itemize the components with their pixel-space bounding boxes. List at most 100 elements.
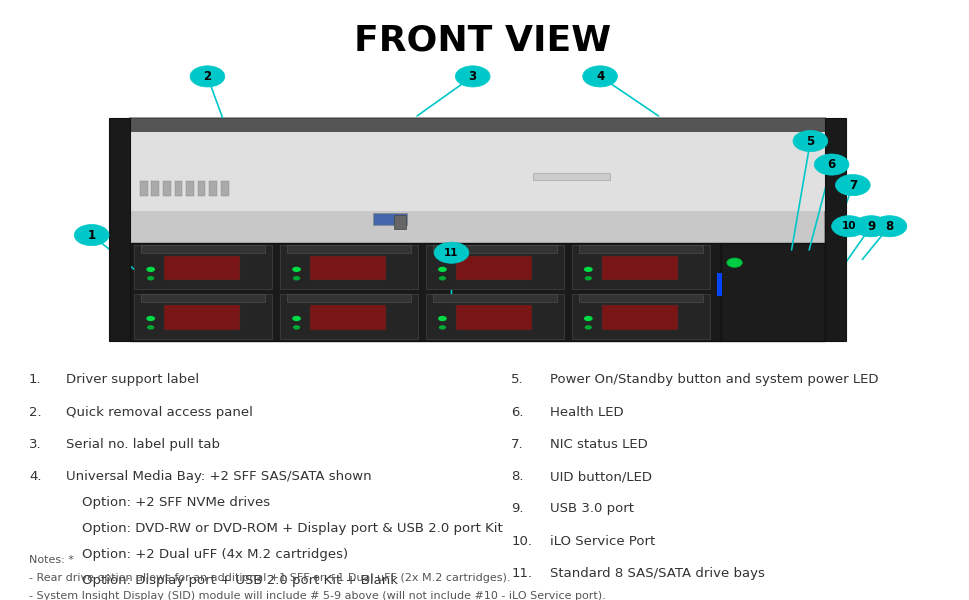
Text: - Rear drive option allows for an additional +1 SFF or +1 Dual uFF (2x M.2 cartr: - Rear drive option allows for an additi… (29, 573, 510, 583)
Text: Option: DVD-RW or DVD-ROM + Display port & USB 2.0 port Kit: Option: DVD-RW or DVD-ROM + Display port… (82, 522, 502, 535)
FancyBboxPatch shape (151, 181, 159, 196)
Text: Universal Media Bay: +2 SFF SAS/SATA shown: Universal Media Bay: +2 SFF SAS/SATA sho… (66, 470, 371, 483)
FancyBboxPatch shape (425, 294, 563, 338)
FancyBboxPatch shape (720, 242, 824, 341)
Text: 9: 9 (866, 220, 874, 233)
Text: UID button/LED: UID button/LED (549, 470, 651, 483)
Text: Driver support label: Driver support label (66, 373, 199, 386)
FancyBboxPatch shape (287, 294, 411, 302)
Text: USB 3.0 port: USB 3.0 port (549, 502, 634, 515)
Circle shape (726, 258, 741, 268)
FancyBboxPatch shape (533, 173, 610, 180)
Text: iLO Service Port: iLO Service Port (549, 535, 654, 548)
Text: Standard 8 SAS/SATA drive bays: Standard 8 SAS/SATA drive bays (549, 567, 764, 580)
Text: 3.: 3. (29, 438, 42, 451)
FancyBboxPatch shape (221, 181, 229, 196)
Circle shape (438, 267, 447, 272)
Text: Option: Display port + USB 2.0 port Kit + Blank: Option: Display port + USB 2.0 port Kit … (82, 574, 397, 587)
FancyBboxPatch shape (198, 181, 205, 196)
FancyBboxPatch shape (571, 245, 709, 289)
FancyBboxPatch shape (571, 294, 709, 338)
FancyBboxPatch shape (578, 294, 703, 302)
Text: 10: 10 (841, 221, 856, 231)
Circle shape (583, 267, 592, 272)
FancyBboxPatch shape (109, 118, 130, 341)
Text: 10.: 10. (511, 535, 532, 548)
FancyBboxPatch shape (130, 118, 824, 247)
FancyBboxPatch shape (280, 245, 418, 289)
FancyBboxPatch shape (130, 118, 824, 131)
FancyBboxPatch shape (373, 213, 407, 225)
FancyBboxPatch shape (602, 305, 677, 329)
Text: 9.: 9. (511, 502, 523, 515)
Circle shape (813, 154, 848, 175)
Text: NIC status LED: NIC status LED (549, 438, 647, 451)
FancyBboxPatch shape (602, 256, 677, 280)
Text: 7: 7 (848, 179, 856, 191)
FancyBboxPatch shape (455, 256, 532, 280)
FancyBboxPatch shape (393, 215, 405, 229)
Circle shape (584, 276, 591, 280)
Circle shape (871, 215, 906, 237)
Circle shape (438, 325, 446, 329)
Text: Quick removal access panel: Quick removal access panel (66, 406, 252, 419)
Circle shape (75, 224, 109, 245)
Circle shape (146, 267, 155, 272)
Text: Health LED: Health LED (549, 406, 623, 419)
Circle shape (147, 276, 154, 280)
Text: 1.: 1. (29, 373, 42, 386)
Circle shape (454, 66, 489, 87)
FancyBboxPatch shape (134, 294, 272, 338)
Text: Option: +2 Dual uFF (4x M.2 cartridges): Option: +2 Dual uFF (4x M.2 cartridges) (82, 548, 348, 561)
Text: 8.: 8. (511, 470, 523, 483)
Text: 7.: 7. (511, 438, 523, 451)
Text: 2.: 2. (29, 406, 42, 419)
FancyBboxPatch shape (432, 245, 556, 253)
Text: 4.: 4. (29, 470, 42, 483)
Circle shape (434, 242, 468, 263)
FancyBboxPatch shape (280, 294, 418, 338)
Text: FRONT VIEW: FRONT VIEW (354, 23, 610, 58)
FancyBboxPatch shape (141, 294, 266, 302)
Text: 11.: 11. (511, 567, 532, 580)
Text: Serial no. label pull tab: Serial no. label pull tab (66, 438, 219, 451)
FancyBboxPatch shape (716, 272, 721, 296)
Text: Notes: *: Notes: * (29, 556, 74, 565)
FancyBboxPatch shape (174, 181, 182, 196)
Circle shape (793, 130, 827, 152)
Text: 4: 4 (595, 70, 604, 83)
FancyBboxPatch shape (455, 305, 532, 329)
Text: Option: +2 SFF NVMe drives: Option: +2 SFF NVMe drives (82, 496, 269, 509)
FancyBboxPatch shape (165, 256, 240, 280)
Circle shape (438, 276, 446, 280)
Text: 2: 2 (203, 70, 211, 83)
Circle shape (582, 66, 617, 87)
Text: 8: 8 (885, 220, 892, 233)
FancyBboxPatch shape (141, 245, 266, 253)
FancyBboxPatch shape (425, 245, 563, 289)
Text: 5: 5 (805, 134, 814, 148)
FancyBboxPatch shape (134, 245, 272, 289)
FancyBboxPatch shape (432, 294, 556, 302)
Circle shape (292, 267, 300, 272)
FancyBboxPatch shape (130, 127, 824, 211)
Circle shape (293, 276, 299, 280)
Text: 1: 1 (87, 229, 96, 242)
Text: 6.: 6. (511, 406, 523, 419)
Circle shape (830, 215, 865, 237)
FancyBboxPatch shape (130, 242, 720, 341)
FancyBboxPatch shape (209, 181, 217, 196)
Circle shape (438, 316, 447, 321)
FancyBboxPatch shape (310, 305, 386, 329)
Text: Power On/Standby button and system power LED: Power On/Standby button and system power… (549, 373, 878, 386)
FancyBboxPatch shape (578, 245, 703, 253)
Circle shape (853, 215, 888, 237)
Circle shape (146, 316, 155, 321)
Text: 11: 11 (444, 248, 458, 258)
Text: - System Insight Display (SID) module will include # 5-9 above (will not include: - System Insight Display (SID) module wi… (29, 590, 605, 600)
FancyBboxPatch shape (824, 118, 845, 341)
Circle shape (293, 325, 299, 329)
Circle shape (147, 325, 154, 329)
Circle shape (584, 325, 591, 329)
FancyBboxPatch shape (163, 181, 171, 196)
